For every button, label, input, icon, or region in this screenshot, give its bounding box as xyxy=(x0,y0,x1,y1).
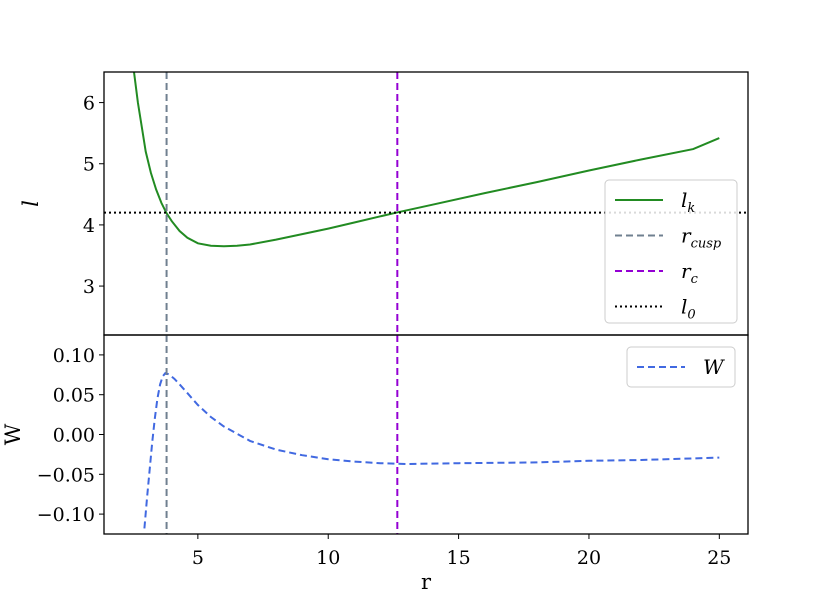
bottom-ytick-label: −0.05 xyxy=(37,464,95,486)
top-legend-label: rcusp xyxy=(681,224,722,252)
top-legend-label: rc xyxy=(681,259,699,287)
top-ytick-label: 4 xyxy=(83,215,95,237)
top-legend-label: lk xyxy=(681,188,695,216)
top-legend-label: l0 xyxy=(681,295,696,323)
xtick-label: 15 xyxy=(446,547,470,569)
xtick-label: 10 xyxy=(316,547,340,569)
top-legend: lk rcusp rc l0 xyxy=(604,179,738,324)
xtick-label: 5 xyxy=(192,547,204,569)
top-ytick-label: 3 xyxy=(83,276,95,298)
top-legend-box xyxy=(604,179,738,324)
xtick-label: 25 xyxy=(707,547,731,569)
bottom-ylabel: W xyxy=(1,423,25,445)
xtick-label: 20 xyxy=(577,547,601,569)
top-ytick-label: 6 xyxy=(83,93,95,115)
bottom-series-W xyxy=(143,372,720,529)
bottom-plot-area xyxy=(143,335,720,534)
bottom-ytick-label: 0.10 xyxy=(53,345,95,367)
top-ytick-label: 5 xyxy=(83,154,95,176)
top-ylabel: l xyxy=(19,200,43,207)
bottom-legend: W xyxy=(626,346,736,388)
bottom-ytick-label: −0.10 xyxy=(37,504,95,526)
bottom-ytick-label: 0.00 xyxy=(53,425,95,447)
xlabel: r xyxy=(421,570,432,594)
bottom-ytick-label: 0.05 xyxy=(53,385,95,407)
bottom-legend-label: W xyxy=(703,355,725,379)
top-series-l-k xyxy=(133,72,720,248)
